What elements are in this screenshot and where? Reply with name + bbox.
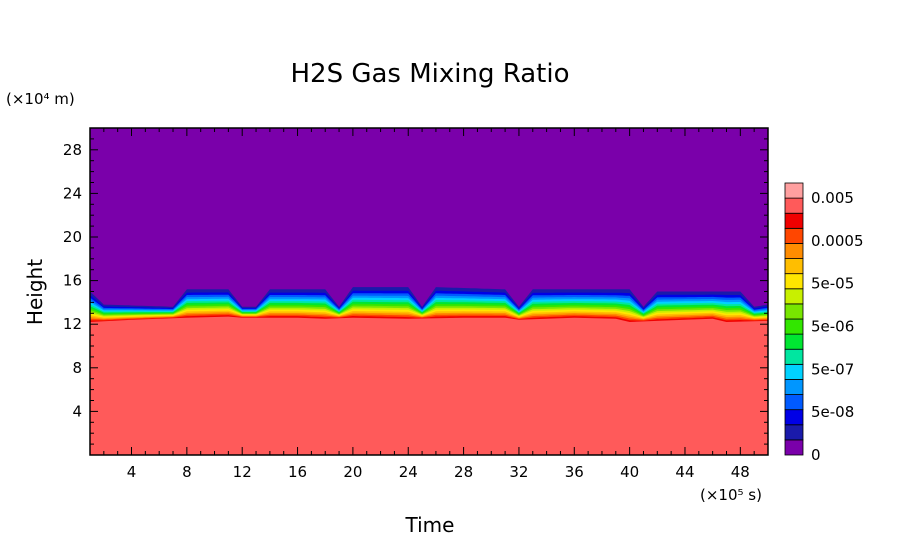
colorbar-swatch xyxy=(784,243,804,259)
y-axis-unit: (×10⁴ m) xyxy=(6,90,75,108)
colorbar-label: 0.005 xyxy=(811,189,854,207)
x-axis-label: Time xyxy=(405,513,455,537)
y-tick-label: 8 xyxy=(72,359,82,377)
x-tick-label: 20 xyxy=(343,463,362,481)
colorbar-swatch xyxy=(784,288,804,305)
y-tick-label: 28 xyxy=(63,141,82,159)
colorbar-swatch xyxy=(784,333,804,350)
colorbar-swatch xyxy=(784,363,804,380)
colorbar-swatch xyxy=(784,258,804,275)
x-tick-label: 24 xyxy=(399,463,418,481)
y-tick-label: 20 xyxy=(63,228,82,246)
chart-title: H2S Gas Mixing Ratio xyxy=(290,59,569,89)
x-tick-label: 12 xyxy=(233,463,252,481)
x-tick-label: 4 xyxy=(127,463,137,481)
colorbar-label: 5e-05 xyxy=(811,275,854,293)
y-tick-label: 16 xyxy=(63,272,82,290)
y-axis-ticks: 4 8 12 16 20 24 28 xyxy=(63,127,768,445)
x-axis-ticks: 4 8 12 16 20 24 28 32 36 40 44 48 xyxy=(89,128,769,481)
contour-band xyxy=(90,316,768,455)
colorbar-swatch xyxy=(784,303,804,320)
colorbar-label: 0 xyxy=(811,446,821,464)
x-axis-unit: (×10⁵ s) xyxy=(700,486,762,504)
colorbar: 0.005 0.0005 5e-05 5e-06 5e-07 5e-08 0 xyxy=(784,182,864,464)
colorbar-swatch xyxy=(784,182,804,199)
colorbar-swatch xyxy=(784,318,804,335)
plot-area xyxy=(89,127,769,456)
colorbar-label: 5e-07 xyxy=(811,360,854,378)
colorbar-swatch xyxy=(784,394,804,411)
colorbar-label: 0.0005 xyxy=(811,232,864,250)
x-tick-label: 48 xyxy=(731,463,750,481)
x-tick-label: 44 xyxy=(675,463,694,481)
x-tick-label: 16 xyxy=(288,463,307,481)
x-tick-label: 40 xyxy=(620,463,639,481)
colorbar-swatch xyxy=(784,348,804,365)
y-tick-label: 4 xyxy=(72,402,82,420)
y-tick-label: 12 xyxy=(63,315,82,333)
x-tick-label: 32 xyxy=(509,463,528,481)
colorbar-swatch xyxy=(784,197,804,214)
colorbar-swatch xyxy=(784,273,804,290)
colorbar-label: 5e-06 xyxy=(811,318,854,336)
x-tick-label: 36 xyxy=(565,463,584,481)
y-axis-label: Height xyxy=(23,259,47,325)
colorbar-swatch xyxy=(784,409,804,426)
colorbar-swatch xyxy=(784,439,804,456)
x-tick-label: 8 xyxy=(182,463,192,481)
colorbar-swatch xyxy=(784,212,804,229)
colorbar-label: 5e-08 xyxy=(811,403,854,421)
colorbar-swatch xyxy=(784,379,804,395)
x-tick-label: 28 xyxy=(454,463,473,481)
y-tick-label: 24 xyxy=(63,184,82,202)
colorbar-swatch xyxy=(784,424,804,441)
colorbar-swatch xyxy=(784,227,804,244)
